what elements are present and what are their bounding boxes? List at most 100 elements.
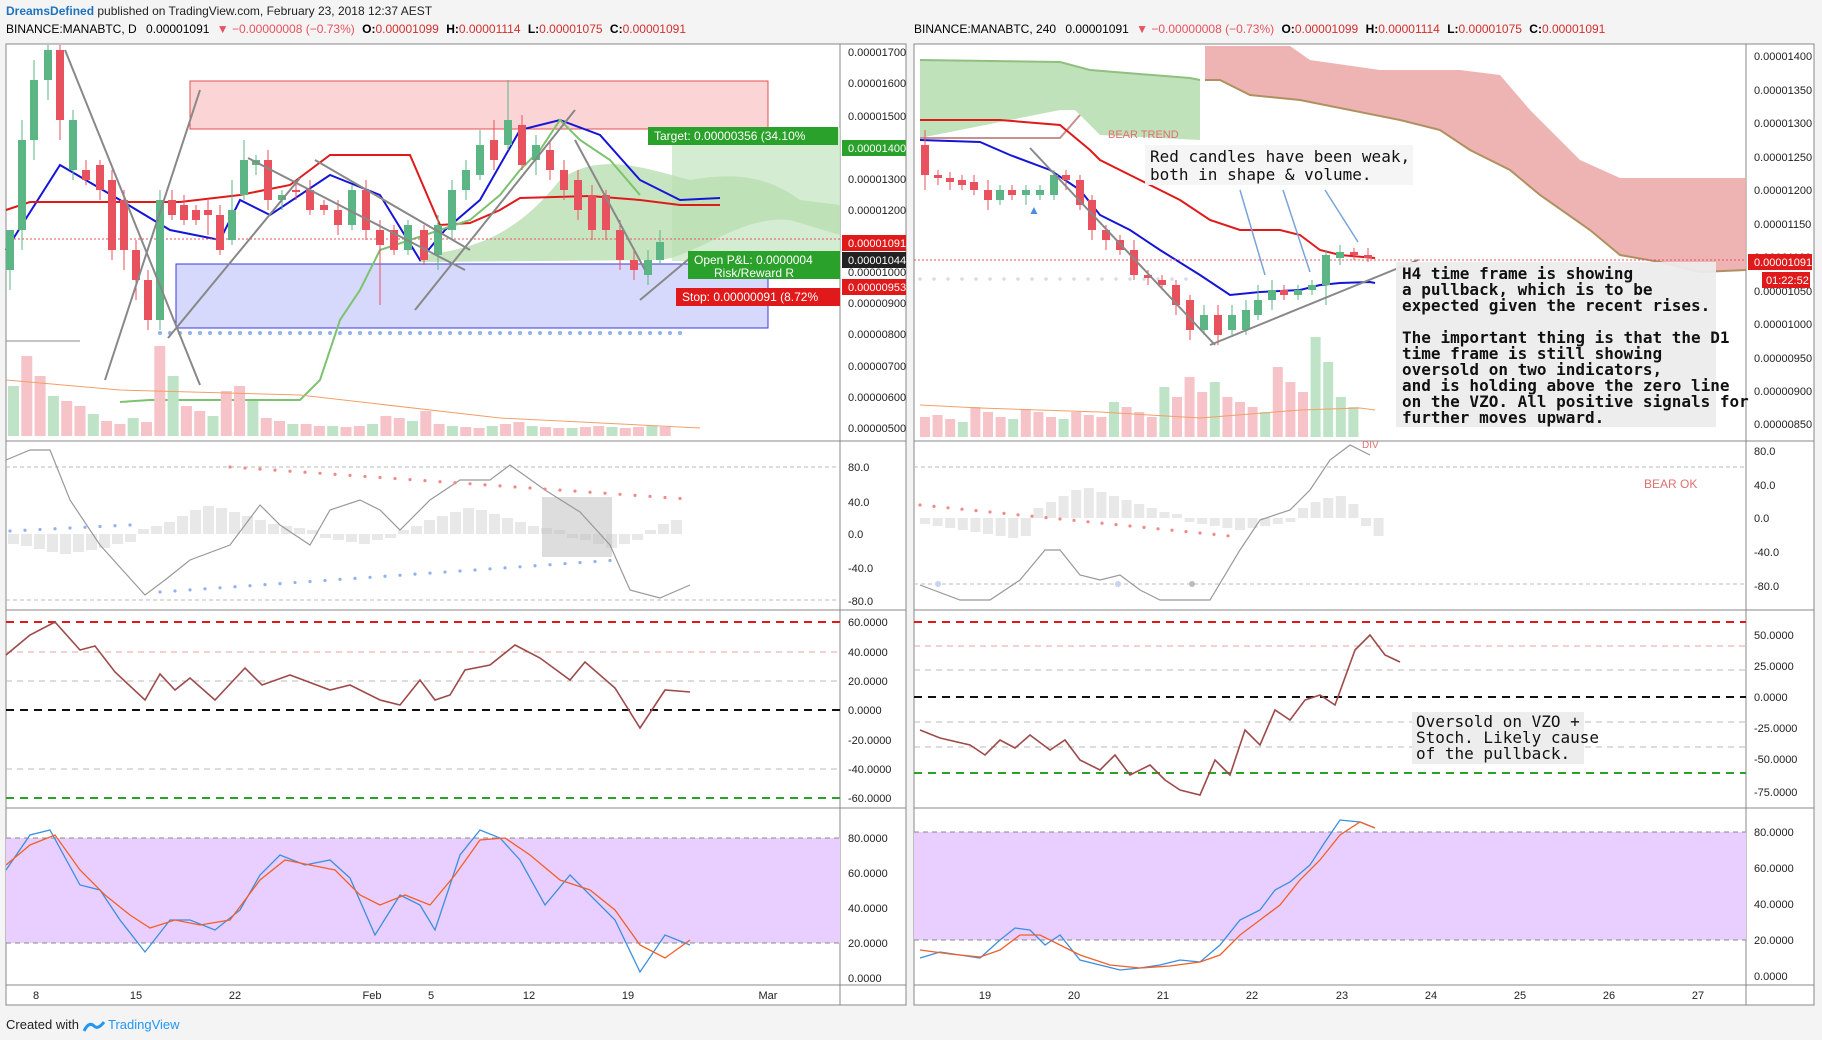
axis-tick-label: 20.0000 — [848, 938, 888, 950]
support-dot — [328, 331, 332, 335]
tag-last: 0.00001091 — [848, 238, 906, 250]
volume-bar — [167, 376, 179, 436]
osc-hist-bar — [372, 534, 383, 540]
osc-dot — [1044, 516, 1048, 520]
osc-hist-bar — [945, 518, 956, 528]
osc-dot — [348, 473, 352, 477]
axis-tick-label: 40.0000 — [848, 903, 888, 915]
volume-bar — [260, 418, 272, 436]
osc-dot — [1184, 530, 1188, 534]
axis-tick-label: 40.0000 — [1754, 899, 1794, 911]
time-tick-label: Mar — [759, 990, 778, 1002]
osc-dot — [543, 487, 547, 491]
support-dot — [358, 331, 362, 335]
svg-text:BINANCE:MANABTC, 240 0.0: BINANCE:MANABTC, 240 0.00001091 ▼ −0.000… — [914, 22, 1606, 36]
author-name[interactable]: DreamsDefined — [6, 4, 95, 18]
osc-hist-bar — [86, 534, 97, 550]
osc-hist-bar — [970, 518, 981, 532]
candle-body — [588, 195, 596, 230]
volume-bar — [932, 415, 943, 437]
candle-body — [306, 190, 314, 210]
volume-bar — [1247, 407, 1258, 437]
candle-body — [18, 140, 26, 230]
support-dot — [588, 331, 592, 335]
candle-body — [574, 180, 582, 210]
osc-dot — [113, 524, 117, 528]
right-stoch-pane — [914, 819, 1746, 971]
axis-tick-label: 0.0000 — [1754, 971, 1788, 983]
axis-tick-label: 0.0000 — [1754, 692, 1788, 704]
axis-tick-label: 80.0 — [1754, 446, 1775, 458]
candle-body — [82, 170, 90, 180]
volume-bar — [1197, 392, 1208, 437]
osc-dot — [438, 480, 442, 484]
candle-body — [132, 250, 140, 280]
pnl-label: Open P&L: 0.0000004 — [694, 253, 813, 267]
left-price-pane: Target: 0.00000356 (34.10% Open P&L: 0.0… — [5, 45, 840, 436]
time-tick-label: 15 — [130, 990, 142, 1002]
volume-bar — [220, 391, 232, 436]
axis-tick-label: 0.00000950 — [1754, 353, 1812, 365]
target-label: Target: 0.00000356 (34.10% — [654, 129, 806, 143]
osc-dot — [498, 484, 502, 488]
time-tick-label: 26 — [1603, 990, 1615, 1002]
osc-hist-bar — [294, 528, 305, 534]
osc-dot — [303, 470, 307, 474]
candle-body — [602, 195, 610, 230]
candle-body — [1158, 280, 1166, 285]
osc-hist-bar — [34, 534, 45, 549]
axis-tick-label: 0.0000 — [848, 973, 882, 985]
volume-bar — [646, 426, 658, 436]
osc-dot — [53, 527, 57, 531]
osc-hist-bar — [1083, 488, 1094, 518]
axis-tick-label: 20.0000 — [848, 676, 888, 688]
osc-hist-bar — [463, 508, 474, 534]
support-dot — [678, 331, 682, 335]
volume-bar — [1146, 417, 1157, 437]
osc-dot — [368, 575, 372, 579]
osc-dot — [1198, 531, 1202, 535]
candle-body — [532, 145, 540, 160]
support-dot — [278, 331, 282, 335]
volume-bar — [1046, 417, 1056, 437]
volume-bar — [593, 426, 605, 436]
osc-hist-bar — [255, 520, 266, 534]
left-cloud — [420, 164, 840, 262]
time-tick-label: 19 — [979, 990, 991, 1002]
volume-bar — [500, 424, 512, 436]
osc-hist-bar — [1096, 492, 1107, 518]
support-dot — [1002, 277, 1006, 281]
candle-body — [1102, 230, 1110, 240]
left-last: 0.00001091 — [146, 22, 210, 36]
axis-tick-label: 0.00001500 — [848, 111, 906, 123]
support-dot — [448, 331, 452, 335]
osc-dot — [308, 579, 312, 584]
candle-body — [69, 120, 77, 170]
candle-body — [180, 205, 188, 220]
osc-dot — [363, 474, 367, 479]
osc-dot — [293, 580, 297, 585]
volume-bar — [540, 427, 551, 436]
osc-hist-bar — [632, 534, 643, 540]
support-dot — [338, 331, 342, 335]
right-price-axis: 0.00001400 0.00001350 0.00001300 0.00001250… — [1754, 51, 1812, 431]
candle-body — [1214, 315, 1222, 335]
volume-bar — [1222, 397, 1233, 437]
axis-tick-label: 50.0000 — [1754, 630, 1794, 642]
osc-dot — [458, 569, 462, 573]
axis-tick-label: 0.00001300 — [1754, 118, 1812, 130]
footer-bar: Created with TradingView — [0, 1010, 1822, 1040]
tradingview-link[interactable]: TradingView — [108, 1017, 180, 1032]
osc-dot — [173, 589, 177, 593]
axis-tick-label: 0.00000850 — [1754, 419, 1812, 431]
support-dot — [648, 331, 652, 335]
volume-bar — [1335, 397, 1346, 437]
osc-dot — [158, 590, 162, 594]
osc-dot — [960, 507, 964, 511]
time-tick-label: Feb — [363, 990, 382, 1002]
osc-dot — [1226, 534, 1230, 538]
volume-bar — [420, 411, 432, 436]
osc-hist-bar — [1247, 518, 1258, 528]
osc-dot — [563, 562, 567, 566]
time-tick-label: 21 — [1157, 990, 1169, 1002]
